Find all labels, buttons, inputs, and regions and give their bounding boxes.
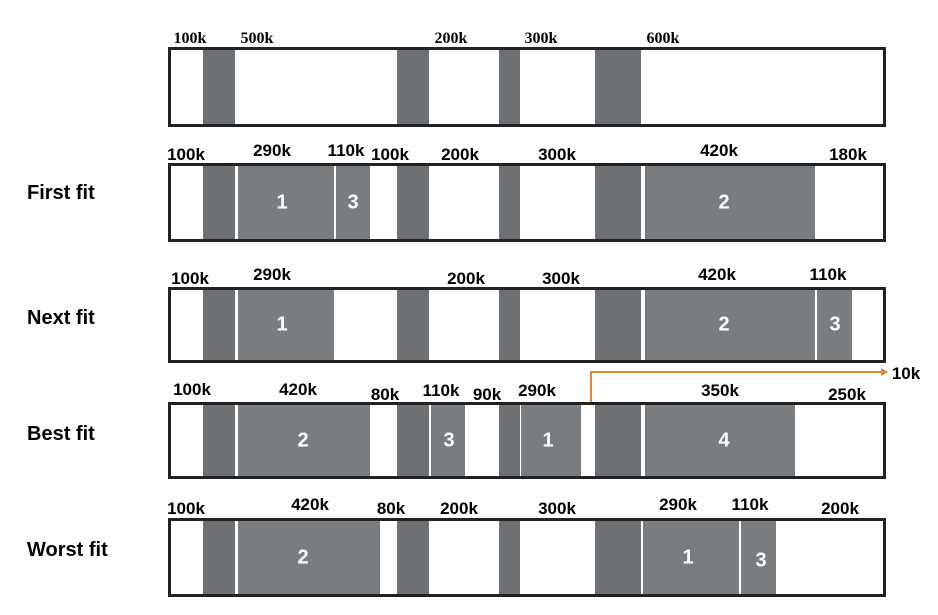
occupied-block <box>595 166 641 239</box>
occupied-block <box>397 50 429 124</box>
size-label: 420k <box>700 141 738 160</box>
initial-size-label: 600k <box>646 30 680 47</box>
occupied-block <box>499 405 520 476</box>
allocated-block <box>645 405 795 476</box>
memory-bar-worst-fit: 2 1 3 <box>168 518 886 597</box>
size-label: 100k <box>173 380 211 399</box>
fragment-pointer-line <box>590 371 592 417</box>
size-label: 300k <box>538 145 576 164</box>
occupied-block <box>397 166 429 239</box>
row-label-next-fit: Next fit <box>27 307 95 329</box>
size-label: 100k <box>167 145 205 164</box>
process-number: 1 <box>276 191 288 214</box>
size-label: 290k <box>253 141 291 160</box>
occupied-block <box>499 521 520 594</box>
allocated-block <box>431 405 465 476</box>
process-number: 1 <box>276 313 288 336</box>
size-label: 200k <box>441 145 479 164</box>
size-label: 200k <box>447 269 485 288</box>
size-label: 110k <box>731 495 769 514</box>
occupied-block <box>203 290 235 360</box>
occupied-block <box>595 405 641 476</box>
memory-bar-next-fit: 1 2 3 <box>168 287 886 363</box>
occupied-block <box>499 166 520 239</box>
occupied-block <box>203 50 235 124</box>
size-label: 80k <box>370 385 400 404</box>
allocated-block <box>645 166 815 239</box>
fragment-size-label: 10k <box>891 364 921 383</box>
occupied-block <box>397 405 429 476</box>
allocated-block <box>817 290 852 360</box>
size-label: 100k <box>167 499 205 518</box>
size-label: 300k <box>542 269 580 288</box>
size-label: 80k <box>376 499 406 518</box>
process-number: 3 <box>755 549 767 572</box>
size-label: 250k <box>828 385 866 404</box>
memory-bar-best-fit: 2 3 1 4 <box>168 402 886 479</box>
occupied-block <box>203 166 235 239</box>
occupied-block <box>595 521 641 594</box>
row-label-best-fit: Best fit <box>27 423 95 445</box>
memory-bar-initial <box>168 47 886 127</box>
size-label: 90k <box>472 385 502 404</box>
size-label: 420k <box>291 495 329 514</box>
size-label: 100k <box>371 145 409 164</box>
size-label: 180k <box>829 145 867 164</box>
process-number: 3 <box>347 191 359 214</box>
occupied-block <box>499 290 520 360</box>
fragment-arrow-icon <box>881 368 888 376</box>
allocated-block <box>645 290 815 360</box>
occupied-block <box>499 50 520 124</box>
process-number: 1 <box>682 546 694 569</box>
process-number: 2 <box>718 191 730 214</box>
allocated-block <box>521 405 581 476</box>
size-label: 420k <box>279 380 317 399</box>
allocated-block <box>643 521 739 594</box>
size-label: 110k <box>327 141 365 160</box>
size-label: 110k <box>422 381 460 400</box>
occupied-block <box>203 405 235 476</box>
size-label: 110k <box>809 265 847 284</box>
size-label: 290k <box>253 265 291 284</box>
occupied-block <box>595 50 641 124</box>
occupied-block <box>595 290 641 360</box>
occupied-block <box>397 290 429 360</box>
row-label-first-fit: First fit <box>27 182 95 204</box>
initial-size-label: 500k <box>240 30 274 47</box>
initial-size-label: 200k <box>434 30 468 47</box>
allocated-block <box>741 521 776 594</box>
process-number: 1 <box>542 429 554 452</box>
allocated-block <box>336 166 370 239</box>
process-number: 2 <box>718 313 730 336</box>
process-number: 2 <box>297 546 309 569</box>
size-label: 100k <box>171 269 209 288</box>
row-label-worst-fit: Worst fit <box>27 539 108 561</box>
process-number: 3 <box>829 313 841 336</box>
fragment-pointer-line <box>590 371 882 373</box>
process-number: 4 <box>718 429 730 452</box>
size-label: 300k <box>538 499 576 518</box>
allocated-block <box>238 521 380 594</box>
size-label: 200k <box>821 499 859 518</box>
size-label: 290k <box>518 381 556 400</box>
allocated-block <box>238 166 334 239</box>
allocated-block <box>238 290 334 360</box>
initial-size-label: 100k <box>173 30 207 47</box>
size-label: 290k <box>659 495 697 514</box>
size-label: 350k <box>701 381 739 400</box>
size-label: 200k <box>440 499 478 518</box>
occupied-block <box>203 521 235 594</box>
size-label: 420k <box>698 265 736 284</box>
allocated-block <box>238 405 370 476</box>
memory-bar-first-fit: 1 3 2 <box>168 163 886 242</box>
occupied-block <box>397 521 429 594</box>
initial-size-label: 300k <box>524 30 558 47</box>
process-number: 3 <box>443 429 455 452</box>
process-number: 2 <box>297 429 309 452</box>
